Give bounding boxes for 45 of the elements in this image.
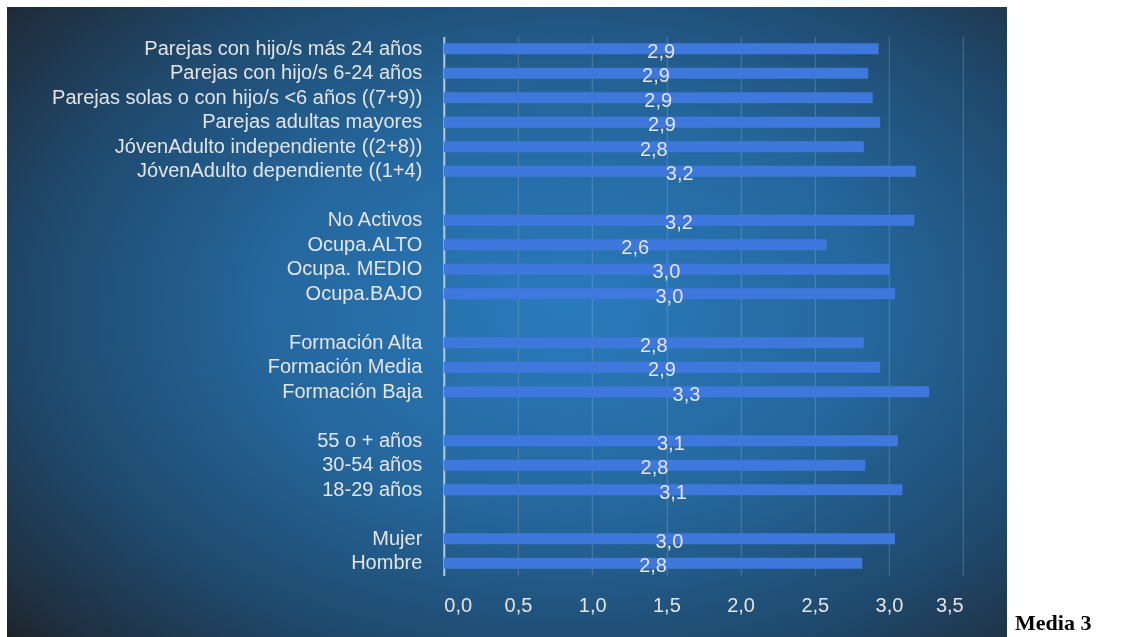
data-label: 3,2 <box>665 211 693 234</box>
data-label: 2,8 <box>640 456 669 479</box>
data-label: 2,9 <box>648 113 676 136</box>
y-tick-label: Formación Alta <box>288 330 424 353</box>
data-label: 3,0 <box>652 260 681 283</box>
y-tick-label: No Activos <box>327 208 423 231</box>
y-tick-label: JóvenAdulto independiente ((2+8)) <box>114 134 423 157</box>
text: Media 3 <box>1015 610 1092 635</box>
y-tick-label: JóvenAdulto dependiente ((1+4) <box>137 159 423 182</box>
y-tick-label: Parejas con hijo/s 6-24 años <box>169 61 423 84</box>
x-tick-label: 1,0 <box>578 593 607 616</box>
y-tick-label: 18-29 años <box>322 477 423 500</box>
y-tick-label: Parejas solas o con hijo/s <6 años ((7+9)) <box>52 85 423 108</box>
x-tick-label: 0,0 <box>444 593 473 616</box>
y-tick-label: Hombre <box>351 551 423 574</box>
y-tick-label: 30-54 años <box>322 453 423 476</box>
data-label: 2,9 <box>648 358 676 381</box>
y-tick-label: Formación Media <box>267 355 424 378</box>
data-label: 2,6 <box>621 235 650 258</box>
data-label: 3,2 <box>665 162 694 185</box>
data-label: 2,9 <box>644 88 673 111</box>
data-label: 2,8 <box>639 333 668 356</box>
y-tick-label: Formación Baja <box>282 379 424 402</box>
data-label: 3,0 <box>655 284 684 307</box>
y-tick-label: Ocupa.ALTO <box>307 232 423 255</box>
data-label: 3,1 <box>656 431 685 454</box>
y-tick-label: Ocupa.BAJO <box>305 281 423 304</box>
x-tick-label: 3,0 <box>875 593 904 616</box>
x-tick-label: 3,5 <box>935 593 964 616</box>
data-label: 2,9 <box>642 64 670 87</box>
data-label: 2,8 <box>639 554 667 577</box>
data-label: 3,1 <box>659 480 687 503</box>
x-tick-label: 2,5 <box>801 593 830 616</box>
y-tick-label: Mujer <box>372 526 423 549</box>
x-tick-label: 2,0 <box>727 593 756 616</box>
data-label: 2,9 <box>647 39 676 62</box>
y-tick-label: Parejas con hijo/s más 24 años <box>144 36 423 59</box>
y-tick-label: Parejas adultas mayores <box>202 110 423 133</box>
data-label: 3,3 <box>672 382 701 405</box>
y-tick-label: Ocupa. MEDIO <box>286 257 423 280</box>
x-tick-label: 1,5 <box>652 593 681 616</box>
data-label: 2,8 <box>639 137 668 160</box>
x-tick-label: 0,5 <box>504 593 533 616</box>
y-tick-label: 55 o + años <box>317 428 423 451</box>
data-label: 3,0 <box>655 529 684 552</box>
